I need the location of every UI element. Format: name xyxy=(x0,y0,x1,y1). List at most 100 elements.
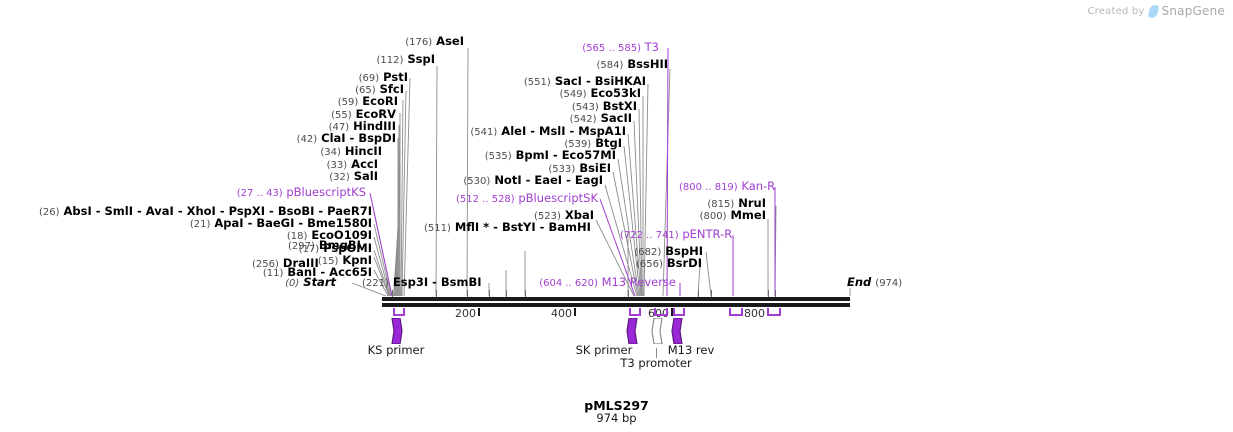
enzyme-label[interactable]: (33) AccI xyxy=(326,157,378,171)
enzyme-name: EcoRV xyxy=(355,107,396,121)
feature-bracket-pentr-r[interactable] xyxy=(729,308,743,316)
enzyme-label[interactable]: (42) ClaI - BspDI xyxy=(296,131,396,145)
enzyme-label[interactable]: (18) EcoO109I xyxy=(286,228,372,242)
enzyme-name: XbaI xyxy=(564,208,594,222)
feature-name: T3 xyxy=(644,40,659,54)
enzyme-label[interactable]: (539) BtgI xyxy=(564,136,622,150)
enzyme-label[interactable]: (221) Esp3I - BsmBI xyxy=(362,275,482,289)
feature-bracket-t3[interactable] xyxy=(654,308,668,316)
enzyme-label[interactable]: (11) BanI - Acc65I xyxy=(262,265,372,279)
enzyme-label[interactable]: (800) MmeI xyxy=(699,208,766,222)
enzyme-name: HincII xyxy=(344,144,382,158)
enzyme-label[interactable]: (15) KpnI xyxy=(317,253,372,267)
enzyme-label[interactable]: (530) NotI - EaeI - EagI xyxy=(463,173,603,187)
enzyme-label[interactable]: (32) SalI xyxy=(329,169,378,183)
primer-arrow-t3-promoter[interactable] xyxy=(648,318,666,344)
enzyme-name: MmeI xyxy=(730,208,766,222)
enzyme-label[interactable]: (34) HincII xyxy=(320,144,382,158)
site-tick xyxy=(525,290,526,298)
enzyme-name: SspI xyxy=(407,52,435,66)
site-tick xyxy=(775,290,776,298)
enzyme-label[interactable]: (59) EcoRI xyxy=(337,94,398,108)
enzyme-label[interactable]: (256) DraIII xyxy=(252,256,319,270)
enzyme-label[interactable]: (176) AseI xyxy=(405,34,464,48)
enzyme-name: DraIII xyxy=(282,256,319,270)
feature-label-pentr-r[interactable]: (722 .. 741) pENTR-R xyxy=(620,227,733,241)
enzyme-name: SfcI xyxy=(379,82,404,96)
primer-label-ks: KS primer xyxy=(367,343,425,357)
ruler-tick-200 xyxy=(478,308,480,316)
ruler-tick-600 xyxy=(671,308,673,316)
enzyme-name: AbsI - SmlI - AvaI - XhoI - PspXI - BsoB… xyxy=(63,204,372,218)
feature-bracket-kan-r[interactable] xyxy=(767,308,781,316)
enzyme-name: ClaI - BspDI xyxy=(321,131,396,145)
plasmid-name: pMLS297 xyxy=(584,398,649,413)
enzyme-name: BssHII xyxy=(627,57,668,71)
enzyme-label[interactable]: (815) NruI xyxy=(707,196,766,210)
enzyme-label[interactable]: (69) PstI xyxy=(358,70,408,84)
enzyme-label[interactable]: (511) MflI * - BstYI - BamHI xyxy=(424,220,591,234)
feature-name: pBluescriptSK xyxy=(518,191,598,205)
feature-bracket-m13-reverse[interactable] xyxy=(673,308,685,316)
enzyme-name: PspOMI xyxy=(323,241,372,255)
enzyme-name: BspHI xyxy=(665,244,703,258)
enzyme-name: Eco53kI xyxy=(590,86,641,100)
enzyme-label[interactable]: (656) BsrDI xyxy=(635,256,702,270)
enzyme-name: AleI - MslI - MspA1I xyxy=(501,124,626,138)
enzyme-label[interactable]: (55) EcoRV xyxy=(331,107,396,121)
enzyme-label[interactable]: (65) SfcI xyxy=(355,82,404,96)
enzyme-label[interactable]: (21) ApaI - BaeGI - Bme1580I xyxy=(189,216,372,230)
enzyme-label[interactable]: (17) PspOMI xyxy=(298,241,372,255)
enzyme-name: BstXI xyxy=(602,99,637,113)
enzyme-label[interactable]: (533) BsiEI xyxy=(548,161,611,175)
enzyme-name: HindIII xyxy=(353,119,396,133)
enzyme-name: MflI * - BstYI - BamHI xyxy=(454,220,591,234)
site-tick xyxy=(506,290,507,298)
enzyme-label[interactable]: (112) SspI xyxy=(376,52,435,66)
enzyme-label[interactable]: (549) Eco53kI xyxy=(559,86,641,100)
primer-arrow-m13-rev[interactable] xyxy=(668,318,686,344)
enzyme-label[interactable]: (584) BssHII xyxy=(596,57,668,71)
enzyme-label[interactable]: (26) AbsI - SmlI - AvaI - XhoI - PspXI -… xyxy=(38,204,372,218)
feature-label-t3[interactable]: (565 .. 585) T3 xyxy=(582,40,659,54)
ruler-label-800: 800 xyxy=(744,307,765,320)
feature-name: Kan-R xyxy=(741,179,776,193)
enzyme-name: BmgBI xyxy=(318,238,361,252)
primer-arrow-sk[interactable] xyxy=(623,318,641,344)
snapgene-watermark: Created by SnapGene xyxy=(1088,3,1226,19)
primer-label-sk: SK primer xyxy=(575,343,633,357)
sequence-start-marker: (0) Start xyxy=(285,275,336,289)
enzyme-name: BsrDI xyxy=(666,256,702,270)
feature-label-kan-r[interactable]: (800 .. 819) Kan-R xyxy=(679,179,776,193)
sequence-backbone-top[interactable] xyxy=(382,297,850,301)
feature-bracket-pbluescriptsk[interactable] xyxy=(629,308,641,316)
enzyme-label[interactable]: (535) BpmI - Eco57MI xyxy=(484,148,616,162)
enzyme-name: AseI xyxy=(436,34,464,48)
sequence-backbone-bottom[interactable] xyxy=(382,303,850,307)
enzyme-label[interactable]: (551) SacI - BsiHKAI xyxy=(523,74,646,88)
enzyme-label[interactable]: (523) XbaI xyxy=(533,208,594,222)
feature-bracket-pbluescriptks[interactable] xyxy=(393,308,405,316)
site-tick xyxy=(711,290,712,298)
enzyme-name: SacI - BsiHKAI xyxy=(554,74,646,88)
plasmid-size: 974 bp xyxy=(596,411,637,425)
feature-label-pbluescriptks[interactable]: (27 .. 43) pBluescriptKS xyxy=(236,185,366,199)
primer-arrow-ks[interactable] xyxy=(388,318,406,344)
site-tick xyxy=(628,290,629,298)
site-tick xyxy=(436,290,437,298)
feature-label-pbluescriptsk[interactable]: (512 .. 528) pBluescriptSK xyxy=(456,191,598,205)
site-tick xyxy=(489,290,490,298)
primer-label-t3-promoter: T3 promoter xyxy=(620,356,692,370)
feature-label-m13-reverse[interactable]: (604 .. 620) M13 Reverse xyxy=(539,275,676,289)
enzyme-label[interactable]: (297) BmgBI xyxy=(288,238,361,252)
enzyme-name: SacII xyxy=(600,111,632,125)
enzyme-label[interactable]: (542) SacII xyxy=(569,111,632,125)
enzyme-name: EcoO109I xyxy=(311,228,372,242)
enzyme-label[interactable]: (682) BspHI xyxy=(634,244,703,258)
enzyme-name: SalI xyxy=(353,169,378,183)
enzyme-label[interactable]: (47) HindIII xyxy=(328,119,396,133)
enzyme-label[interactable]: (543) BstXI xyxy=(571,99,637,113)
enzyme-label[interactable]: (541) AleI - MslI - MspA1I xyxy=(470,124,626,138)
enzyme-name: BtgI xyxy=(595,136,622,150)
site-tick xyxy=(392,290,393,298)
